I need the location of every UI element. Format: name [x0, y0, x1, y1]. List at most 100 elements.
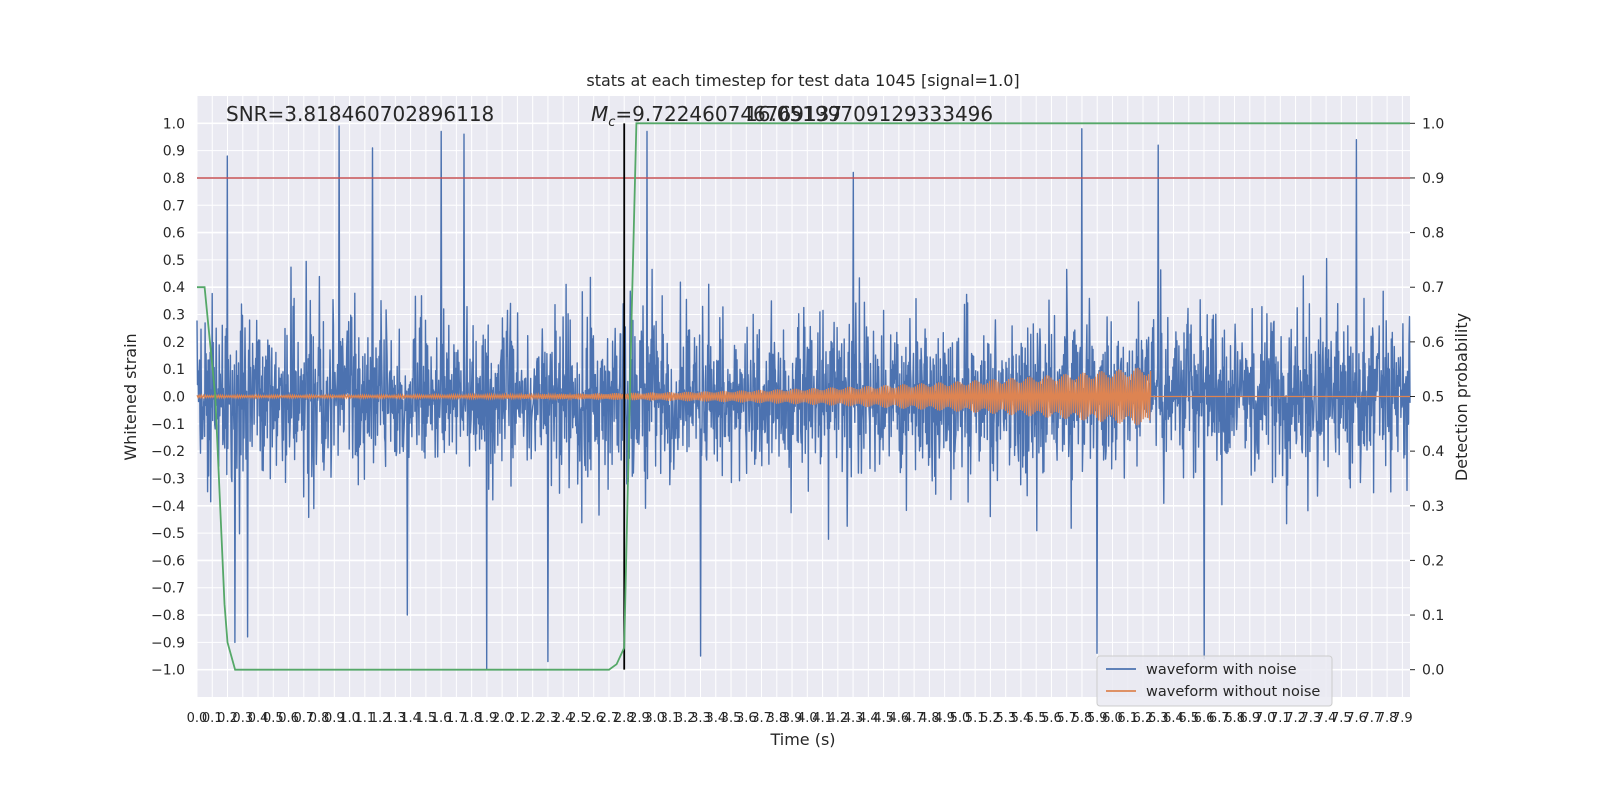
y-right-tick-label: 0.3 [1422, 499, 1444, 515]
y-right-tick-label: 0.5 [1422, 390, 1444, 406]
y-tick-label: −0.8 [151, 608, 185, 624]
y-axis-right: 1.0 0.9 0.8 0.7 0.6 0.5 0.4 0.3 0.2 0.1 0.0 [1410, 116, 1444, 679]
x-tick-label: 1.0 [339, 711, 360, 726]
y-tick-label: 0.5 [163, 253, 185, 269]
x-tick-label: 5.0 [950, 711, 971, 726]
x-tick-label: 6.1 [1117, 711, 1138, 726]
y-right-tick-label: 0.7 [1422, 280, 1444, 296]
y-tick-label: 0.3 [163, 308, 185, 324]
x-tick-label: 3.9 [782, 711, 803, 726]
x-tick-label: 0.2 [217, 711, 238, 726]
x-tick-label: 0.4 [248, 711, 269, 726]
x-tick-label: 3.6 [736, 711, 757, 726]
x-tick-label: 2.7 [599, 711, 620, 726]
x-tick-label: 0.9 [324, 711, 345, 726]
x-tick-label: 5.4 [1011, 711, 1032, 726]
x-tick-label: 6.5 [1178, 711, 1199, 726]
x-tick-label: 6.0 [1102, 711, 1123, 726]
x-tick-label: 5.1 [965, 711, 986, 726]
y-tick-label: −0.1 [151, 417, 185, 433]
overlap-annotation: 16.05199709129333496 [745, 102, 993, 126]
chart-title: stats at each timestep for test data 104… [586, 71, 1019, 90]
x-tick-label: 4.6 [889, 711, 910, 726]
x-tick-label: 1.2 [370, 711, 391, 726]
x-tick-label: 6.3 [1148, 711, 1169, 726]
x-tick-label: 2.6 [583, 711, 604, 726]
waveform-with-noise-series [196, 125, 1411, 671]
y-tick-label: 0.8 [163, 171, 185, 187]
y-right-tick-label: 0.0 [1422, 663, 1444, 679]
x-tick-label: 7.4 [1316, 711, 1337, 726]
snr-annotation: SNR=3.818460702896118 [226, 102, 494, 126]
x-tick-label: 7.6 [1346, 711, 1367, 726]
y-tick-label: −1.0 [151, 663, 185, 679]
x-tick-label: 6.4 [1163, 711, 1184, 726]
x-tick-label: 6.9 [1239, 711, 1260, 726]
x-tick-label: 6.7 [1209, 711, 1230, 726]
y-tick-label: −0.7 [151, 581, 185, 597]
x-tick-label: 3.1 [660, 711, 681, 726]
y-right-tick-label: 0.4 [1422, 444, 1444, 460]
x-axis: 0.00.10.20.30.40.50.60.70.80.91.01.11.21… [187, 711, 1413, 726]
x-tick-label: 7.3 [1300, 711, 1321, 726]
x-tick-label: 2.0 [492, 711, 513, 726]
x-tick-label: 4.0 [797, 711, 818, 726]
x-tick-label: 1.8 [461, 711, 482, 726]
x-tick-label: 3.4 [705, 711, 726, 726]
x-tick-label: 3.7 [751, 711, 772, 726]
x-tick-label: 7.8 [1377, 711, 1398, 726]
x-tick-label: 5.5 [1026, 711, 1047, 726]
x-tick-label: 4.1 [812, 711, 833, 726]
waveform-without-noise-series [196, 367, 1410, 426]
chirp-mass-symbol: M [591, 102, 608, 126]
x-tick-label: 7.0 [1255, 711, 1276, 726]
chirp-mass-subscript: c [608, 115, 615, 130]
x-tick-label: 1.7 [446, 711, 467, 726]
y-tick-label: −0.2 [151, 444, 185, 460]
y-axis-right-label: Detection probability [1452, 313, 1471, 481]
x-tick-label: 1.4 [400, 711, 421, 726]
y-right-tick-label: 0.2 [1422, 553, 1444, 569]
y-axis-label: Whitened strain [121, 333, 140, 460]
x-tick-label: 2.9 [629, 711, 650, 726]
x-tick-label: 6.8 [1224, 711, 1245, 726]
y-tick-label: 0.1 [163, 362, 185, 378]
x-tick-label: 5.9 [1087, 711, 1108, 726]
y-tick-label: 0.6 [163, 226, 185, 242]
x-tick-label: 2.3 [538, 711, 559, 726]
detection-probability-series [197, 122, 1410, 671]
legend-label-noisy: waveform with noise [1146, 662, 1297, 678]
x-tick-label: 7.9 [1392, 711, 1413, 726]
y-tick-label: 0.9 [163, 144, 185, 160]
x-tick-label: 3.0 [644, 711, 665, 726]
x-tick-label: 2.8 [614, 711, 635, 726]
x-tick-label: 5.8 [1072, 711, 1093, 726]
y-tick-label: 0.7 [163, 198, 185, 214]
y-tick-label: 1.0 [163, 116, 185, 132]
x-tick-label: 4.3 [843, 711, 864, 726]
x-tick-label: 0.3 [232, 711, 253, 726]
x-tick-label: 7.1 [1270, 711, 1291, 726]
x-tick-label: 4.4 [858, 711, 879, 726]
y-tick-label: −0.4 [151, 499, 185, 515]
legend-label-clean: waveform without noise [1146, 684, 1320, 700]
waveform-without-noise-line [196, 367, 1410, 426]
x-tick-label: 1.9 [477, 711, 498, 726]
y-axis-left: 1.0 0.9 0.8 0.7 0.6 0.5 0.4 0.3 0.2 0.1 0.0 −0.1 −0.… [151, 116, 185, 678]
y-tick-label: −0.6 [151, 553, 185, 569]
y-right-tick-label: 0.8 [1422, 226, 1444, 242]
y-tick-label: −0.9 [151, 635, 185, 651]
y-right-tick-label: 0.9 [1422, 171, 1444, 187]
x-tick-label: 1.5 [416, 711, 437, 726]
x-tick-label: 0.6 [278, 711, 299, 726]
y-right-tick-label: 1.0 [1422, 116, 1444, 132]
chirp-mass-value: =9.722460746769137 [615, 102, 842, 126]
x-tick-label: 7.2 [1285, 711, 1306, 726]
y-right-tick-label: 0.6 [1422, 335, 1444, 351]
x-tick-label: 0.0 [187, 711, 208, 726]
x-tick-label: 4.7 [904, 711, 925, 726]
x-tick-label: 2.5 [568, 711, 589, 726]
x-tick-label: 3.5 [721, 711, 742, 726]
y-tick-label: −0.3 [151, 471, 185, 487]
x-tick-label: 4.9 [934, 711, 955, 726]
